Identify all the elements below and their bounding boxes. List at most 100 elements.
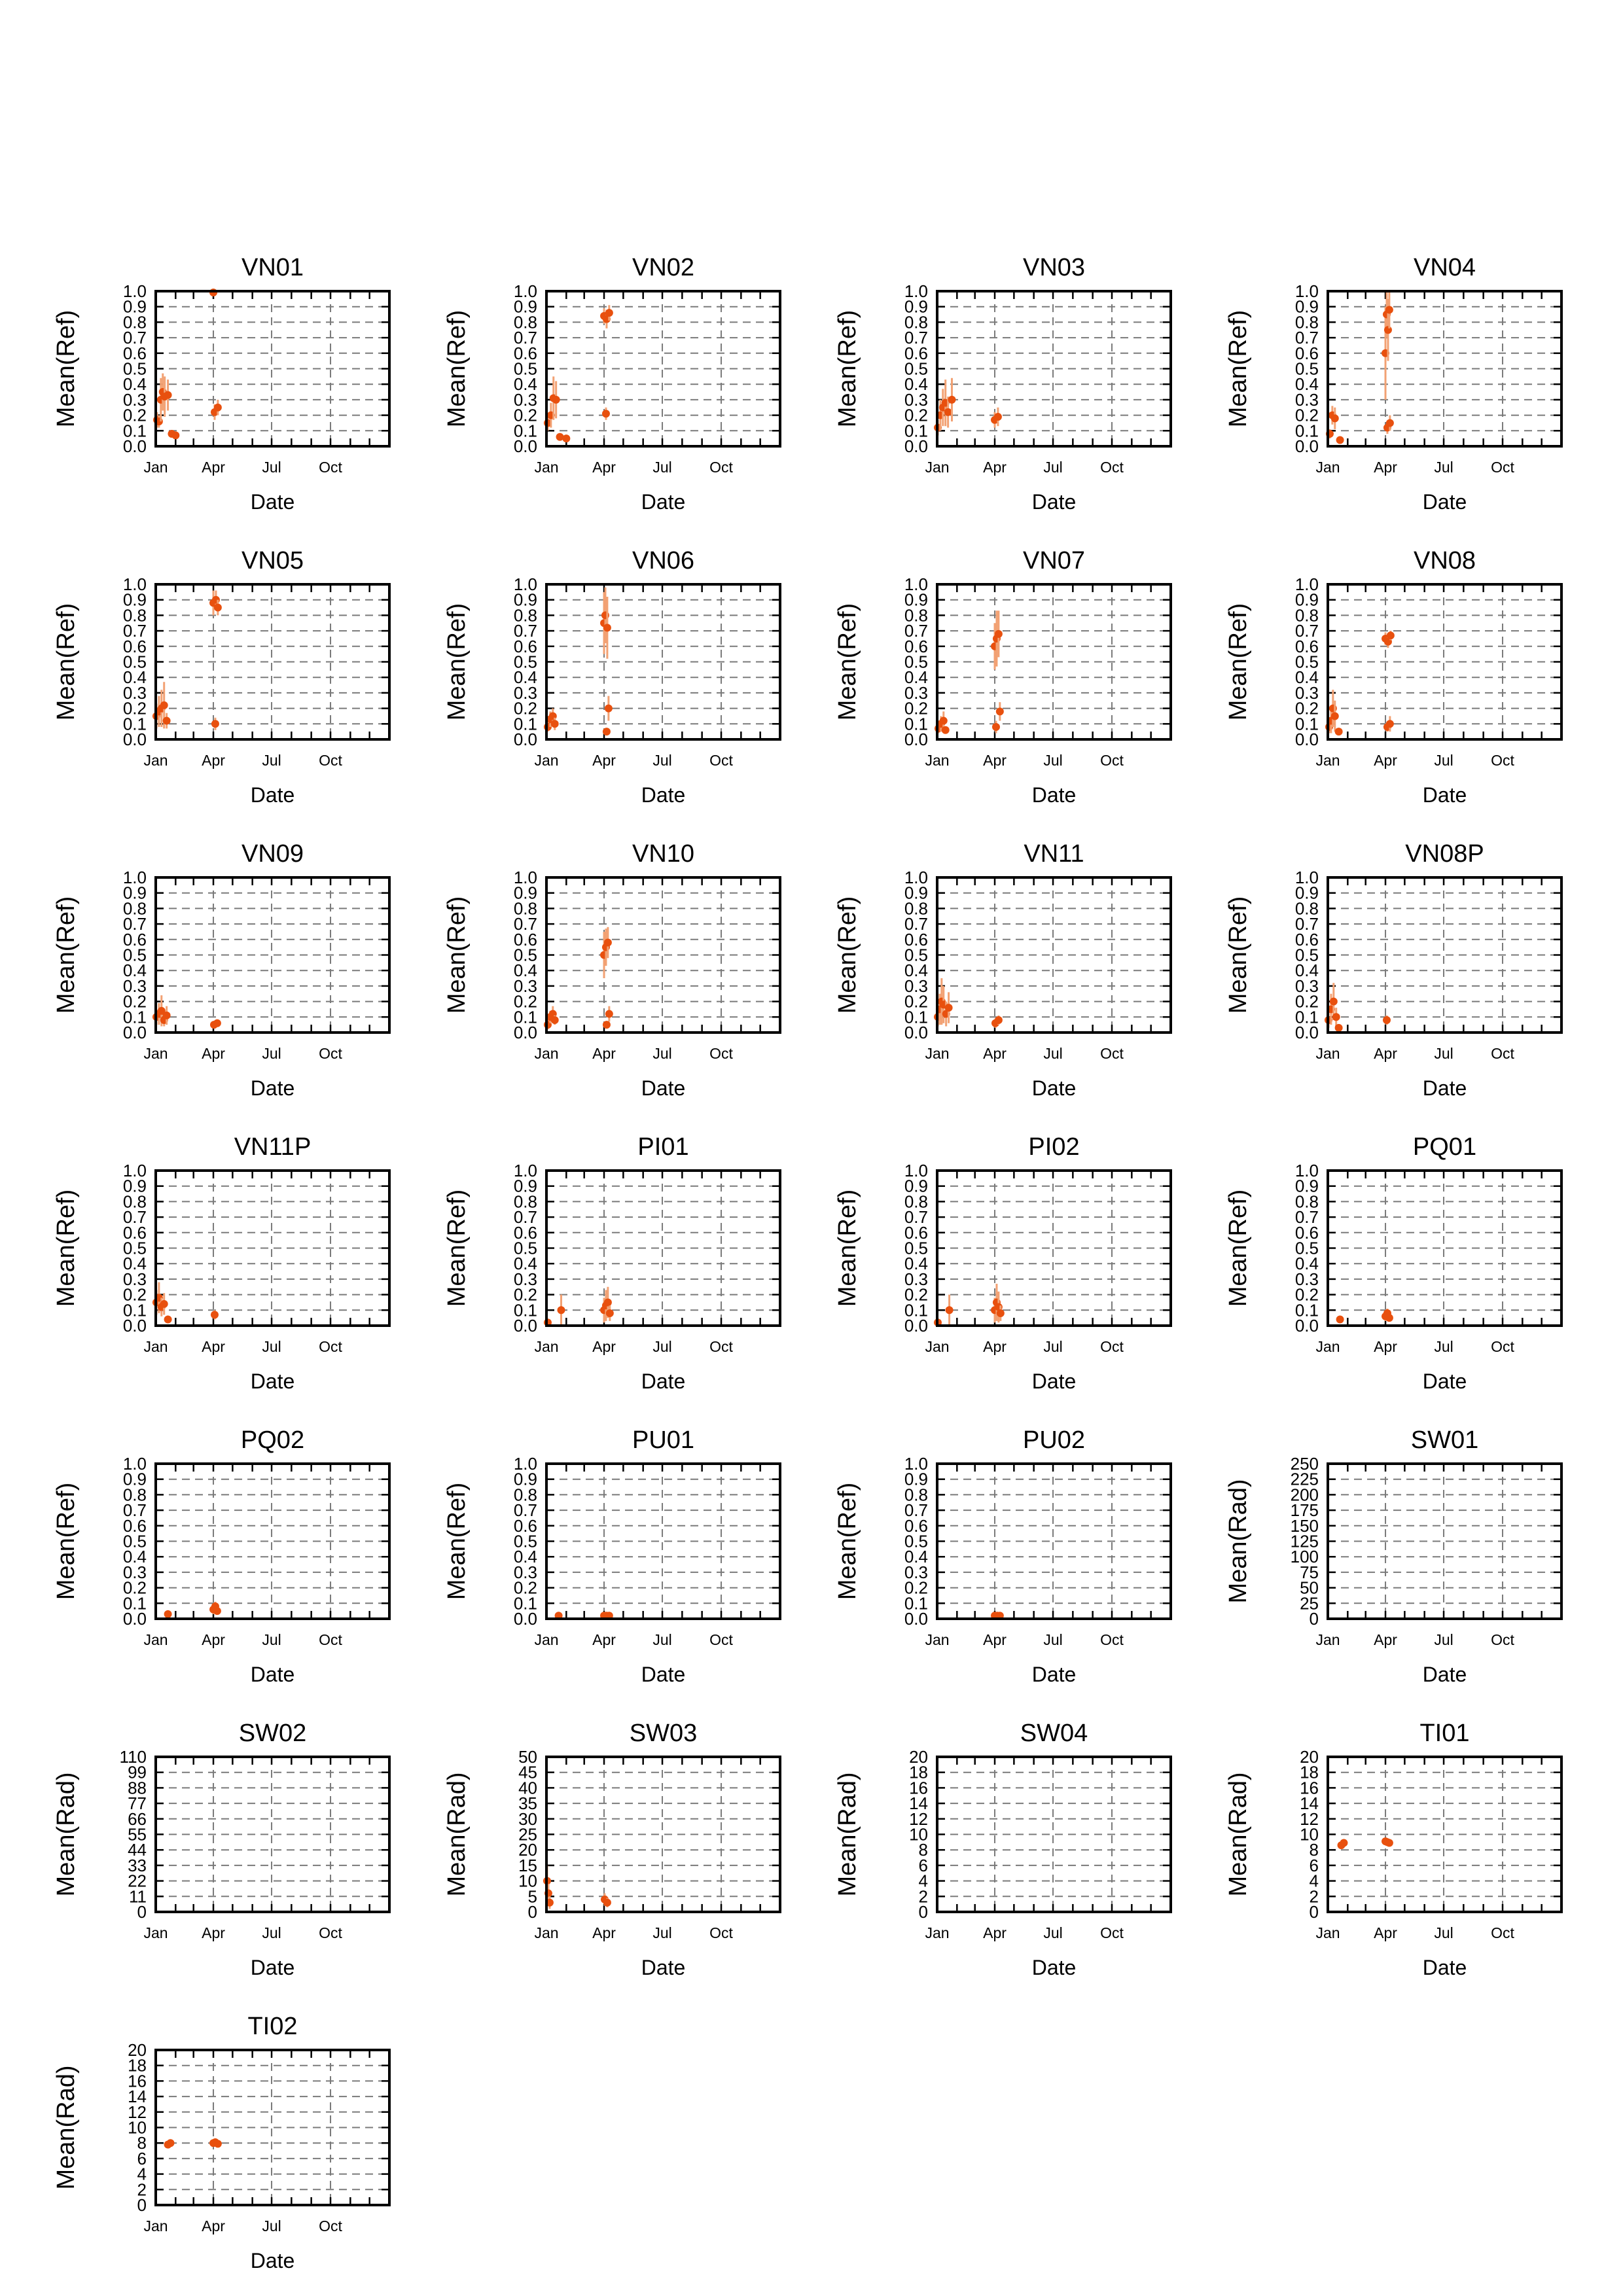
panel-title: VN09 — [241, 840, 304, 868]
x-tick-label: Jul — [262, 1631, 281, 1648]
y-tick-label: 0.7 — [1295, 914, 1319, 934]
y-tick-label: 0.6 — [514, 344, 537, 363]
plot-frame — [154, 290, 391, 448]
x-axis-label: Date — [1423, 1369, 1467, 1393]
x-tick-label: Apr — [592, 1338, 616, 1355]
x-tick-label: Jul — [652, 1338, 671, 1355]
y-tick-label: 0.2 — [123, 1578, 147, 1598]
x-tick-label: Jan — [925, 1045, 949, 1062]
y-tick-label: 0.4 — [904, 961, 928, 980]
y-tick-label: 1.0 — [123, 281, 147, 301]
data-point — [213, 403, 222, 412]
x-tick-label: Apr — [983, 459, 1007, 476]
x-tick-label: Jan — [925, 459, 949, 476]
plot-frame — [936, 1169, 1172, 1327]
data-point — [210, 1311, 219, 1319]
y-tick-label: 0.7 — [904, 914, 928, 934]
y-axis-label: Mean(Ref) — [443, 1483, 471, 1600]
x-axis-label: Date — [1032, 1076, 1077, 1100]
data-point — [995, 707, 1004, 716]
x-axis-label: Date — [641, 1076, 686, 1100]
y-tick-label: 0.2 — [514, 1285, 537, 1305]
x-tick-label: Jan — [143, 459, 168, 476]
y-tick-label: 0.9 — [514, 590, 537, 610]
x-tick-label: Oct — [319, 1924, 342, 1941]
y-axis-label: Mean(Ref) — [1224, 1190, 1252, 1307]
y-tick-label: 0.4 — [1295, 1254, 1319, 1273]
x-tick-label: Jan — [534, 459, 558, 476]
y-tick-label: 0.6 — [1295, 637, 1319, 656]
y-tick-label: 0.5 — [904, 1532, 928, 1551]
data-point — [550, 720, 559, 728]
y-tick-label: 0.4 — [904, 667, 928, 687]
y-tick-label: 0.1 — [904, 421, 928, 440]
y-tick-label: 0.9 — [904, 883, 928, 903]
x-tick-label: Apr — [1374, 752, 1397, 769]
panel-vn04: 0.00.10.20.30.40.50.60.70.80.91.0 Jan Apr J… — [1224, 254, 1563, 514]
panel-title: VN04 — [1414, 254, 1476, 281]
data-point — [602, 728, 611, 736]
y-tick-label: 20 — [128, 2040, 147, 2060]
x-tick-label: Oct — [319, 459, 342, 476]
x-tick-label: Jul — [1434, 1045, 1453, 1062]
data-point — [605, 309, 613, 317]
y-tick-label: 30 — [518, 1809, 537, 1829]
y-tick-label: 0.4 — [123, 1254, 147, 1273]
y-tick-label: 0.8 — [514, 312, 537, 332]
data-point — [944, 408, 952, 416]
x-axis-label: Date — [1032, 490, 1077, 514]
x-tick-label: Oct — [319, 1338, 342, 1355]
x-tick-label: Jan — [143, 752, 168, 769]
x-tick-label: Jul — [1434, 459, 1453, 476]
y-tick-label: 0.9 — [904, 590, 928, 610]
x-tick-label: Jul — [1434, 1338, 1453, 1355]
panel-title: VN07 — [1023, 547, 1085, 574]
y-tick-label: 0.0 — [1295, 730, 1319, 749]
x-tick-label: Oct — [1491, 752, 1514, 769]
y-tick-label: 0.4 — [514, 961, 537, 980]
y-tick-label: 0.2 — [123, 1285, 147, 1305]
y-tick-label: 0 — [137, 2195, 147, 2215]
y-tick-label: 0.6 — [904, 930, 928, 949]
y-axis-label: Mean(Ref) — [1224, 603, 1252, 721]
y-tick-label: 0.9 — [123, 1176, 147, 1196]
panel-pi02: 0.00.10.20.30.40.50.60.70.80.91.0 Jan Apr J… — [834, 1133, 1172, 1393]
y-tick-label: 66 — [128, 1809, 147, 1829]
y-tick-label: 0.4 — [904, 1547, 928, 1566]
y-tick-label: 0.7 — [123, 1207, 147, 1227]
data-point — [605, 1309, 614, 1318]
data-point — [213, 2140, 222, 2148]
y-tick-label: 0.9 — [123, 883, 147, 903]
y-tick-label: 0.2 — [1295, 699, 1319, 718]
panel-title: PQ02 — [241, 1426, 304, 1454]
x-tick-label: Jan — [925, 1924, 949, 1941]
plot-frame — [154, 1462, 391, 1620]
panel-title: VN11 — [1024, 840, 1084, 868]
y-axis-label: Mean(Ref) — [834, 310, 861, 428]
y-tick-label: 0.5 — [904, 945, 928, 965]
x-tick-label: Apr — [592, 1631, 616, 1648]
x-tick-label: Apr — [592, 459, 616, 476]
x-tick-label: Oct — [709, 1924, 733, 1941]
data-point — [993, 412, 1002, 421]
y-tick-label: 0.1 — [904, 1300, 928, 1320]
y-tick-label: 16 — [128, 2071, 147, 2091]
y-tick-label: 0.8 — [904, 1192, 928, 1211]
y-tick-label: 15 — [518, 1856, 537, 1875]
data-point — [601, 410, 610, 418]
y-tick-label: 12 — [1300, 1809, 1319, 1829]
plot-frame — [1327, 290, 1563, 448]
y-tick-label: 10 — [518, 1871, 537, 1891]
y-tick-label: 1.0 — [123, 1161, 147, 1180]
y-tick-label: 1.0 — [514, 1454, 537, 1474]
y-tick-label: 1.0 — [904, 574, 928, 594]
x-tick-label: Jul — [1043, 1045, 1062, 1062]
y-axis-label: Mean(Ref) — [443, 310, 471, 428]
y-tick-label: 0.1 — [123, 1300, 147, 1320]
panel-pq02: 0.00.10.20.30.40.50.60.70.80.91.0 Jan Apr J… — [52, 1426, 391, 1686]
y-tick-label: 1.0 — [123, 868, 147, 887]
x-tick-label: Oct — [1491, 459, 1514, 476]
y-tick-label: 0.4 — [1295, 374, 1319, 394]
y-tick-label: 25 — [1300, 1593, 1319, 1613]
